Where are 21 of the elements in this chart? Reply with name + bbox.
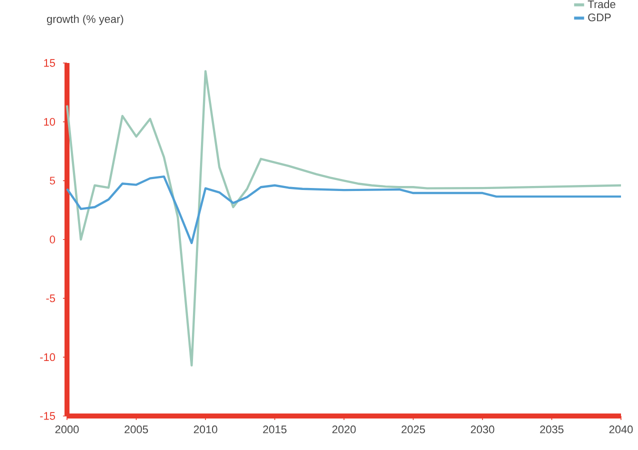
x-tick-label: 2040 [609,426,633,434]
y-tick-label: 0 [50,236,56,244]
legend-label: GDP [588,14,611,22]
y-tick-label: -15 [40,412,56,420]
y-tick-label: 10 [44,118,56,126]
x-tick-label: 2020 [332,426,356,434]
x-tick-label: 2025 [402,426,425,434]
y-tick-label: 15 [44,59,56,67]
x-tick-label: 2005 [124,426,148,434]
y-axis-title: growth (% year) [46,14,124,26]
x-tick-label: 2010 [194,426,218,434]
line-series [66,70,622,366]
line-series [66,175,622,244]
x-tick-label: 2030 [470,426,494,434]
y-tick-label: 5 [50,176,56,184]
x-tick-label: 2015 [263,426,286,434]
y-tick-label: -10 [40,353,56,362]
y-tick-label: -5 [46,294,56,302]
legend-label: Trade [588,0,616,8]
x-tick-label: 2000 [55,426,79,434]
x-tick-label: 2035 [540,426,564,434]
